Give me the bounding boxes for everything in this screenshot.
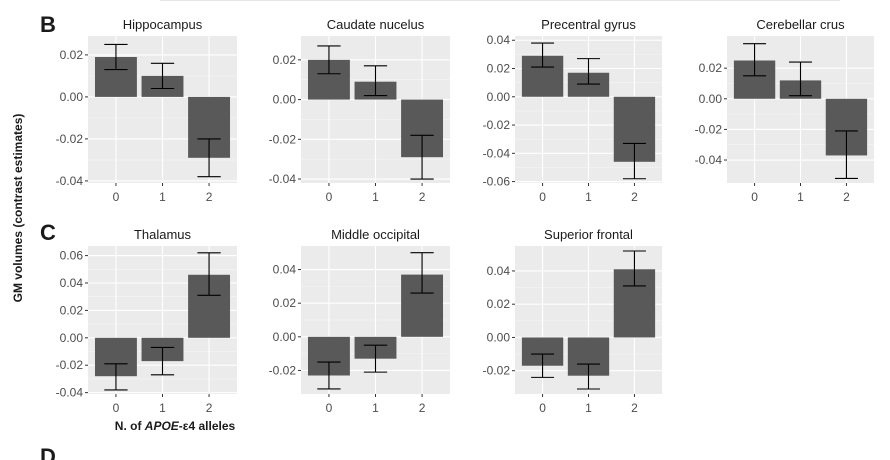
panel-title: Superior frontal <box>544 227 633 242</box>
x-axis-title-prefix: N. of <box>115 419 145 433</box>
panel-title: Thalamus <box>134 227 192 242</box>
y-tick-label: -0.02 <box>56 358 84 372</box>
y-tick-label: 0.00 <box>699 92 723 106</box>
x-tick-label: 2 <box>206 190 213 204</box>
panel-cerebellar-crus: -0.04 -0.02 0.00 0.02 0 1 2 Cerebellar crus <box>695 17 874 204</box>
chart-panels: -0.04-0.020.000.020 1 2Hippocampus-0.04-0.… <box>56 17 874 415</box>
x-tick-label: 0 <box>539 401 546 415</box>
x-axis-title-suffix: alleles <box>195 419 235 433</box>
panel-title: Middle occipital <box>331 227 420 242</box>
y-tick-label: -0.04 <box>56 386 84 400</box>
y-tick-label: 0.02 <box>273 53 297 67</box>
section-label-b: B <box>40 12 56 37</box>
x-tick-label: 2 <box>206 401 213 415</box>
y-tick-label: 0.00 <box>60 331 84 345</box>
y-tick-label: 0.00 <box>487 330 511 344</box>
y-tick-label: -0.02 <box>269 363 297 377</box>
section-label-d-cropped: D <box>40 444 56 460</box>
x-tick-label: 2 <box>631 190 638 204</box>
y-tick-label: 0.00 <box>273 93 297 107</box>
panel-superior-frontal: -0.02 0.00 0.02 0.04 0 1 2 Superior frontal <box>483 227 662 415</box>
y-tick-label: 0.04 <box>487 264 511 278</box>
x-axis-title: N. of APOE-ε4 alleles <box>115 419 236 433</box>
x-tick-label: 0 <box>751 190 758 204</box>
panel-middle-occipital: -0.02 0.00 0.02 0.04 0 1 2 Middle occipital <box>269 227 450 415</box>
y-tick-label: 0.00 <box>60 90 84 104</box>
y-tick-label: 0.00 <box>487 90 511 104</box>
y-tick-label: -0.02 <box>269 132 297 146</box>
y-axis-title: GM volumes (contrast estimates) <box>11 114 25 303</box>
x-tick-label: 0 <box>326 401 333 415</box>
y-tick-label: 0.02 <box>273 296 297 310</box>
y-tick-label: -0.02 <box>483 364 511 378</box>
x-tick-label: 0 <box>326 190 333 204</box>
x-tick-label: 2 <box>631 401 638 415</box>
panel-title: Hippocampus <box>123 17 203 32</box>
y-tick-label: 0.02 <box>699 61 723 75</box>
panel-title: Cerebellar crus <box>756 17 845 32</box>
x-axis-title-gene: APOE <box>144 419 180 433</box>
x-tick-label: 1 <box>797 190 804 204</box>
y-tick-label: -0.04 <box>269 172 297 186</box>
y-tick-label: -0.02 <box>56 132 84 146</box>
x-tick-label: 1 <box>372 190 379 204</box>
y-tick-label: -0.06 <box>483 175 511 189</box>
panel-caudate-nucelus: -0.04 -0.02 0.00 0.02 0 1 2 Caudate nucelus <box>269 17 450 204</box>
y-tick-label: -0.04 <box>483 146 511 160</box>
y-tick-label: -0.04 <box>56 174 84 188</box>
panel-hippocampus: -0.04 -0.02 0.00 0.02 0 1 2 Hippocampus <box>56 17 237 204</box>
x-tick-label: 0 <box>113 190 120 204</box>
x-tick-label: 1 <box>585 401 592 415</box>
x-tick-label: 1 <box>585 190 592 204</box>
x-tick-label: 1 <box>372 401 379 415</box>
panel-precentral-gyrus: -0.06 -0.04 -0.02 0.00 0.02 0.04 0 1 2 Precentral… <box>483 17 662 204</box>
y-tick-label: 0.00 <box>273 330 297 344</box>
panel-title: Caudate nucelus <box>327 17 425 32</box>
y-tick-label: -0.04 <box>695 153 723 167</box>
y-tick-label: -0.02 <box>695 122 723 136</box>
x-tick-label: 2 <box>843 190 850 204</box>
x-axis-title-allele: -ε4 <box>179 419 196 433</box>
y-tick-label: 0.02 <box>487 62 511 76</box>
x-tick-label: 0 <box>113 401 120 415</box>
x-tick-label: 1 <box>159 190 166 204</box>
y-tick-label: -0.02 <box>483 118 511 132</box>
x-tick-label: 2 <box>419 190 426 204</box>
panel-title: Precentral gyrus <box>541 17 636 32</box>
x-tick-label: 2 <box>419 401 426 415</box>
y-tick-label: 0.02 <box>487 297 511 311</box>
y-tick-label: 0.02 <box>60 48 84 62</box>
y-tick-label: 0.06 <box>60 249 84 263</box>
section-label-c: C <box>40 220 56 245</box>
y-tick-label: 0.02 <box>60 303 84 317</box>
y-tick-label: 0.04 <box>60 276 84 290</box>
panel-thalamus: -0.04 -0.02 0.00 0.02 0.04 0.06 0 1 2 Thalamus <box>56 227 237 415</box>
x-tick-label: 1 <box>159 401 166 415</box>
y-tick-label: 0.04 <box>273 263 297 277</box>
y-tick-label: 0.04 <box>487 33 511 47</box>
x-tick-label: 0 <box>539 190 546 204</box>
